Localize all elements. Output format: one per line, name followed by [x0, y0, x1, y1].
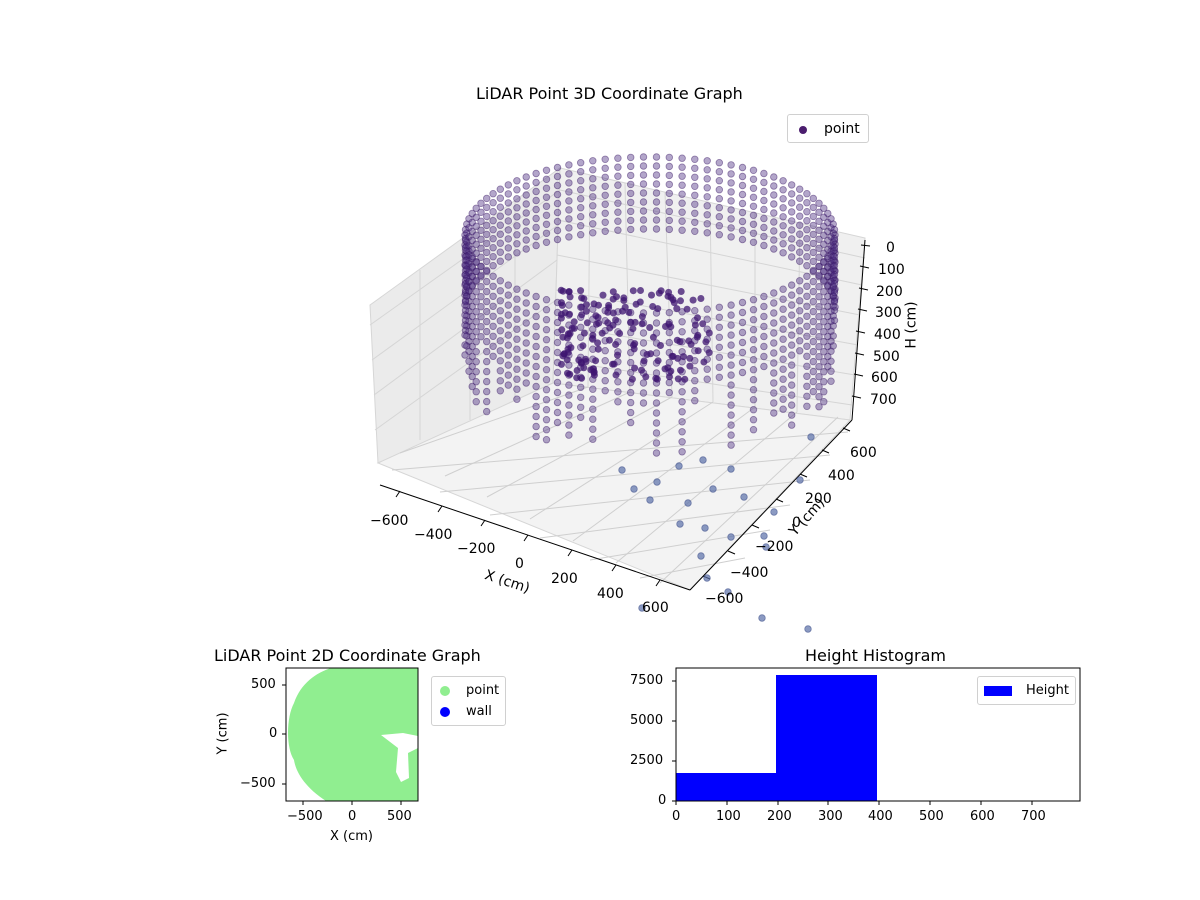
bar-bin-2: [776, 675, 877, 801]
hist-title: Height Histogram: [805, 646, 946, 665]
plot2d-title: LiDAR Point 2D Coordinate Graph: [214, 646, 481, 665]
legend-wall-icon: [438, 705, 452, 719]
plot2d-legend: point wall: [431, 676, 506, 726]
legend-point-icon: [438, 684, 452, 698]
legend-marker-icon: [796, 122, 810, 136]
plot2d-axes: [286, 668, 426, 808]
plot2d-xlabel: X (cm): [330, 829, 373, 844]
hist-legend: Height: [977, 676, 1076, 705]
plot3d-zlabel: H (cm): [904, 301, 920, 348]
bar-bin-1: [676, 773, 776, 801]
legend-height-icon: [984, 685, 1012, 697]
plot2d-ylabel: Y (cm): [216, 712, 231, 754]
plot3d-legend: point: [787, 114, 869, 143]
